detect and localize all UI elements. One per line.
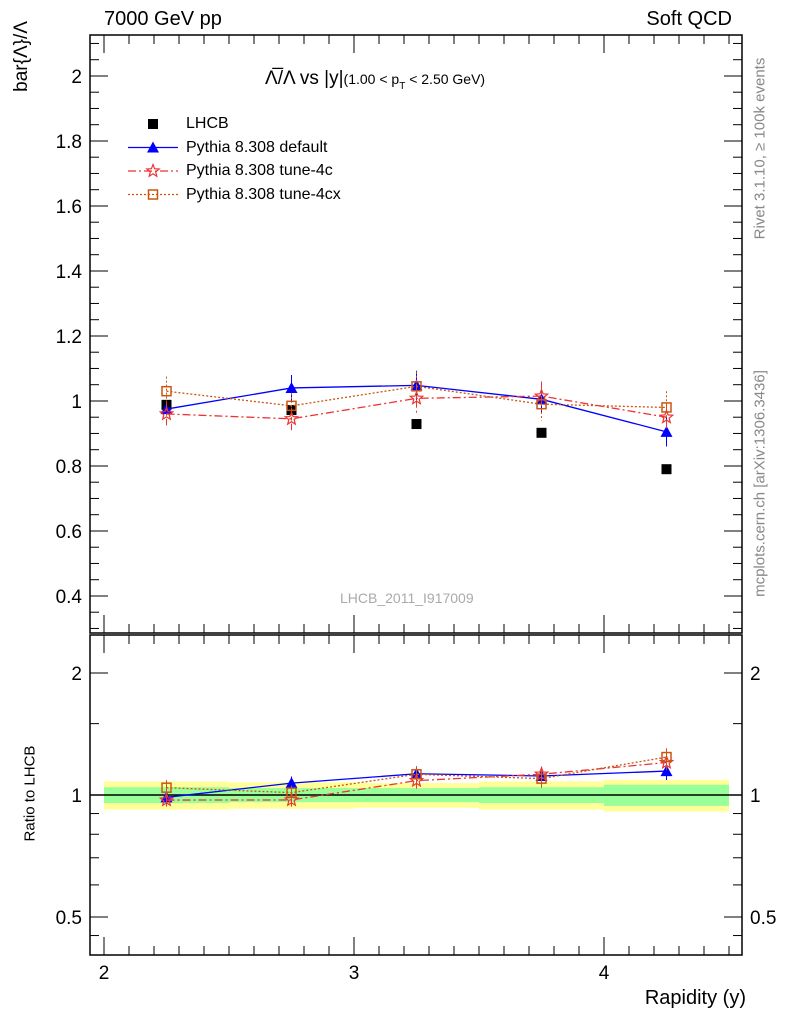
ratio-point-pythia-8-308-tune-4c xyxy=(158,791,175,807)
title-sub-c: < 2.50 GeV) xyxy=(405,71,486,87)
data-point-pythia-8-308-default xyxy=(285,381,298,393)
ratio-y-tick-label-right: 1 xyxy=(750,786,761,807)
data-point-pythia-8-308-tune-4c xyxy=(158,405,175,421)
data-point-pythia-8-308-tune-4cx xyxy=(286,400,297,412)
data-point-pythia-8-308-tune-4cx xyxy=(536,398,547,410)
legend: LHCB Pythia 8.308 default Pythia 8.308 t… xyxy=(130,112,341,206)
mcplots-label: mcplots.cern.ch [arXiv:1306.3436] xyxy=(751,370,769,597)
x-tick-label: 4 xyxy=(599,963,610,984)
y-tick-label: 0.4 xyxy=(56,587,83,608)
ratio-y-tick-label: 1 xyxy=(71,786,82,807)
series-line-pythia-8-308-tune-4cx xyxy=(166,385,667,409)
header-left: 7000 GeV pp xyxy=(104,8,222,30)
y-tick-label: 1.4 xyxy=(56,262,83,283)
data-point-lhcb xyxy=(661,464,672,475)
y-tick-label: 1.8 xyxy=(56,132,82,153)
ratio-point-pythia-8-308-tune-4cx xyxy=(161,782,172,793)
legend-marker-pythia-8-308-tune-4cx xyxy=(147,189,159,200)
y-tick-label: 1 xyxy=(71,392,82,413)
title-sub-b: T xyxy=(399,80,406,92)
legend-entry: Pythia 8.308 default xyxy=(186,138,328,156)
legend-marker-pythia-8-308-tune-4c xyxy=(145,162,161,178)
legend-marker-pythia-8-308-default xyxy=(147,141,159,153)
title-sub-a: (1.00 < p xyxy=(343,71,400,87)
x-tick-label: 3 xyxy=(349,963,360,984)
data-point-pythia-8-308-tune-4c xyxy=(533,387,550,403)
watermark: LHCB_2011_I917009 xyxy=(340,590,474,606)
ratio-point-pythia-8-308-tune-4cx xyxy=(661,751,672,763)
y-tick-label: 1.2 xyxy=(56,327,82,348)
header-right: Soft QCD xyxy=(646,8,732,30)
x-axis-label: Rapidity (y) xyxy=(644,987,746,1009)
ratio-y-tick-label: 0.5 xyxy=(56,908,82,929)
legend-entry: Pythia 8.308 tune-4cx xyxy=(186,185,341,203)
ratio-point-pythia-8-308-tune-4cx xyxy=(411,769,422,780)
data-point-pythia-8-308-default xyxy=(660,425,673,437)
ratio-y-tick-label-right: 0.5 xyxy=(750,908,776,929)
ratio-point-pythia-8-308-tune-4cx xyxy=(536,773,547,784)
data-point-pythia-8-308-tune-4cx xyxy=(661,402,672,413)
data-point-pythia-8-308-tune-4cx xyxy=(161,385,172,397)
legend-entry: Pythia 8.308 tune-4c xyxy=(186,162,333,179)
legend-marker-lhcb xyxy=(148,119,158,129)
y-tick-label: 0.8 xyxy=(56,457,82,478)
title-main: Λ̅/Λ vs |y| xyxy=(265,68,344,89)
data-point-pythia-8-308-tune-4cx xyxy=(411,381,422,392)
legend-entry: LHCB xyxy=(186,115,229,132)
main-frame xyxy=(89,34,743,634)
ratio-y-tick-label-right: 2 xyxy=(750,664,761,685)
series-line-pythia-8-308-tune-4c xyxy=(166,395,667,420)
y-tick-label: 0.6 xyxy=(56,522,82,543)
ratio-point-pythia-8-308-tune-4cx xyxy=(286,787,297,798)
data-point-lhcb xyxy=(411,419,422,430)
ratio-y-tick-label: 2 xyxy=(71,664,82,685)
x-tick-label: 2 xyxy=(99,963,110,984)
data-point-pythia-8-308-tune-4c xyxy=(408,390,425,405)
rivet-label: Rivet 3.1.10, ≥ 100k events xyxy=(751,57,769,240)
main-title: Λ̅/Λ vs |y|(1.00 < pT < 2.50 GeV) xyxy=(265,68,485,92)
ratio-point-pythia-8-308-default xyxy=(285,777,298,789)
ratio-point-pythia-8-308-default xyxy=(660,765,673,777)
data-point-pythia-8-308-tune-4c xyxy=(283,410,300,426)
y-tick-label: 2 xyxy=(71,67,82,88)
y-axis-label: bar{Λ}/Λ xyxy=(11,21,32,92)
y-tick-label: 1.6 xyxy=(56,197,82,218)
data-point-lhcb xyxy=(536,427,547,438)
ratio-y-label: Ratio to LHCB xyxy=(21,745,39,842)
